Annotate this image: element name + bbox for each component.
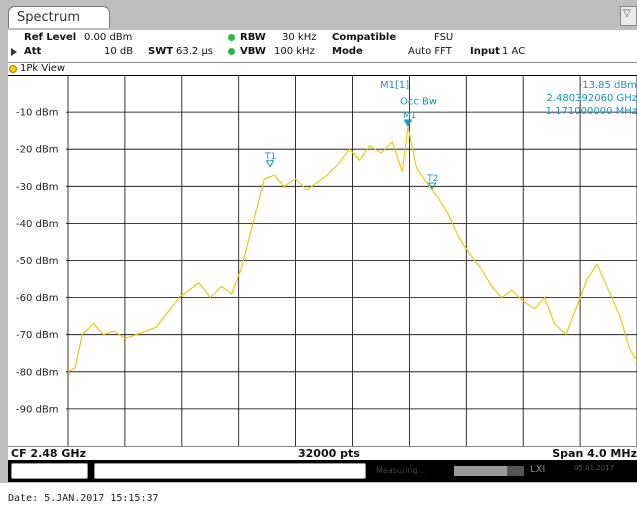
tab-spectrum-label: Spectrum — [17, 10, 80, 25]
window-menu-button[interactable]: ▽ — [620, 6, 637, 26]
view-header: 1Pk View — [8, 62, 637, 76]
spectrum-plot[interactable]: -10 dBm -20 dBm -30 dBm -40 dBm -50 dBm -60 d… — [8, 75, 637, 446]
ref-level-label: Ref Level — [24, 32, 77, 43]
tab-spectrum[interactable]: Spectrum — [8, 6, 110, 28]
vbw-label: VBW — [240, 46, 266, 57]
att-label: Att — [24, 46, 42, 57]
y-tick-label: -70 dBm — [16, 330, 58, 341]
sweep-progress — [454, 466, 524, 476]
y-tick-label: -10 dBm — [16, 108, 58, 119]
marker-t2-label: T2 — [426, 174, 438, 184]
rbw-label: RBW — [240, 32, 266, 43]
mode-value[interactable]: Auto FFT — [408, 46, 452, 57]
y-tick-label: -90 dBm — [16, 404, 58, 415]
marker-readout-level: -13.85 dBm — [578, 80, 637, 91]
status-field-2[interactable] — [94, 463, 366, 479]
status-bar: Measuring... LXI 05.01.2017 — [8, 460, 637, 482]
sweep-points[interactable]: 32000 pts — [298, 447, 360, 460]
settings-panel: Ref Level 0.00 dBm Att 10 dB SWT 63.2 µs… — [8, 30, 637, 62]
mode-label: Mode — [332, 46, 363, 57]
compatible-value[interactable]: FSU — [434, 32, 454, 43]
input-label: Input — [470, 46, 500, 57]
trace-1 — [67, 126, 637, 373]
rbw-coupled-icon — [228, 34, 235, 41]
status-date: 05.01.2017 — [574, 464, 615, 472]
occ-bw-label: Occ Bw — [400, 97, 437, 108]
y-tick-label: -80 dBm — [16, 367, 58, 378]
center-frequency[interactable]: CF 2.48 GHz — [11, 447, 87, 460]
y-tick-label: -60 dBm — [16, 293, 58, 304]
spectrum-svg[interactable]: -10 dBm -20 dBm -30 dBm -40 dBm -50 dBm -60 d… — [8, 75, 637, 446]
marker-readout-bw: 1.171000000 MHz — [545, 106, 637, 117]
marker-readout-freq: 2.480392060 GHz — [546, 93, 637, 104]
status-field-1[interactable] — [11, 463, 88, 479]
input-value[interactable]: 1 AC — [502, 46, 526, 57]
measurement-state: Measuring... — [376, 466, 426, 475]
sweep-progress-fill — [454, 466, 507, 476]
plot-footer: CF 2.48 GHz 32000 pts Span 4.0 MHz — [8, 446, 637, 460]
y-tick-label: -40 dBm — [16, 219, 58, 230]
rbw-value[interactable]: 30 kHz — [282, 32, 317, 43]
marker-t1-label: T1 — [264, 152, 276, 162]
view-label: 1Pk View — [20, 63, 66, 74]
marker-m1-label: M1 — [403, 111, 417, 121]
date-stamp: Date: 5.JAN.2017 15:15:37 — [8, 493, 159, 504]
att-value[interactable]: 10 dB — [104, 46, 134, 57]
y-tick-label: -30 dBm — [16, 182, 58, 193]
marker-t1-triangle — [265, 160, 275, 168]
swt-value[interactable]: 63.2 µs — [176, 46, 214, 57]
marker-m1-triangle — [403, 119, 413, 127]
compatible-label: Compatible — [332, 32, 397, 43]
instrument-frame: Spectrum ▽ Ref Level 0.00 dBm Att 10 dB … — [0, 0, 637, 483]
window-menu-icon: ▽ — [623, 8, 631, 19]
swt-label: SWT — [148, 46, 174, 57]
span[interactable]: Span 4.0 MHz — [552, 447, 637, 460]
marker-t2-triangle — [427, 182, 437, 191]
marker-readout-name: M1[1] — [380, 80, 410, 91]
vbw-value[interactable]: 100 kHz — [274, 46, 315, 57]
lxi-icon: LXI — [530, 464, 546, 475]
vbw-coupled-icon — [228, 48, 235, 55]
ref-level-value[interactable]: 0.00 dBm — [84, 32, 133, 43]
y-tick-label: -50 dBm — [16, 256, 58, 267]
y-tick-label: -20 dBm — [16, 145, 58, 156]
att-arrow-icon — [11, 48, 17, 56]
trace-1-badge-icon — [9, 65, 17, 73]
